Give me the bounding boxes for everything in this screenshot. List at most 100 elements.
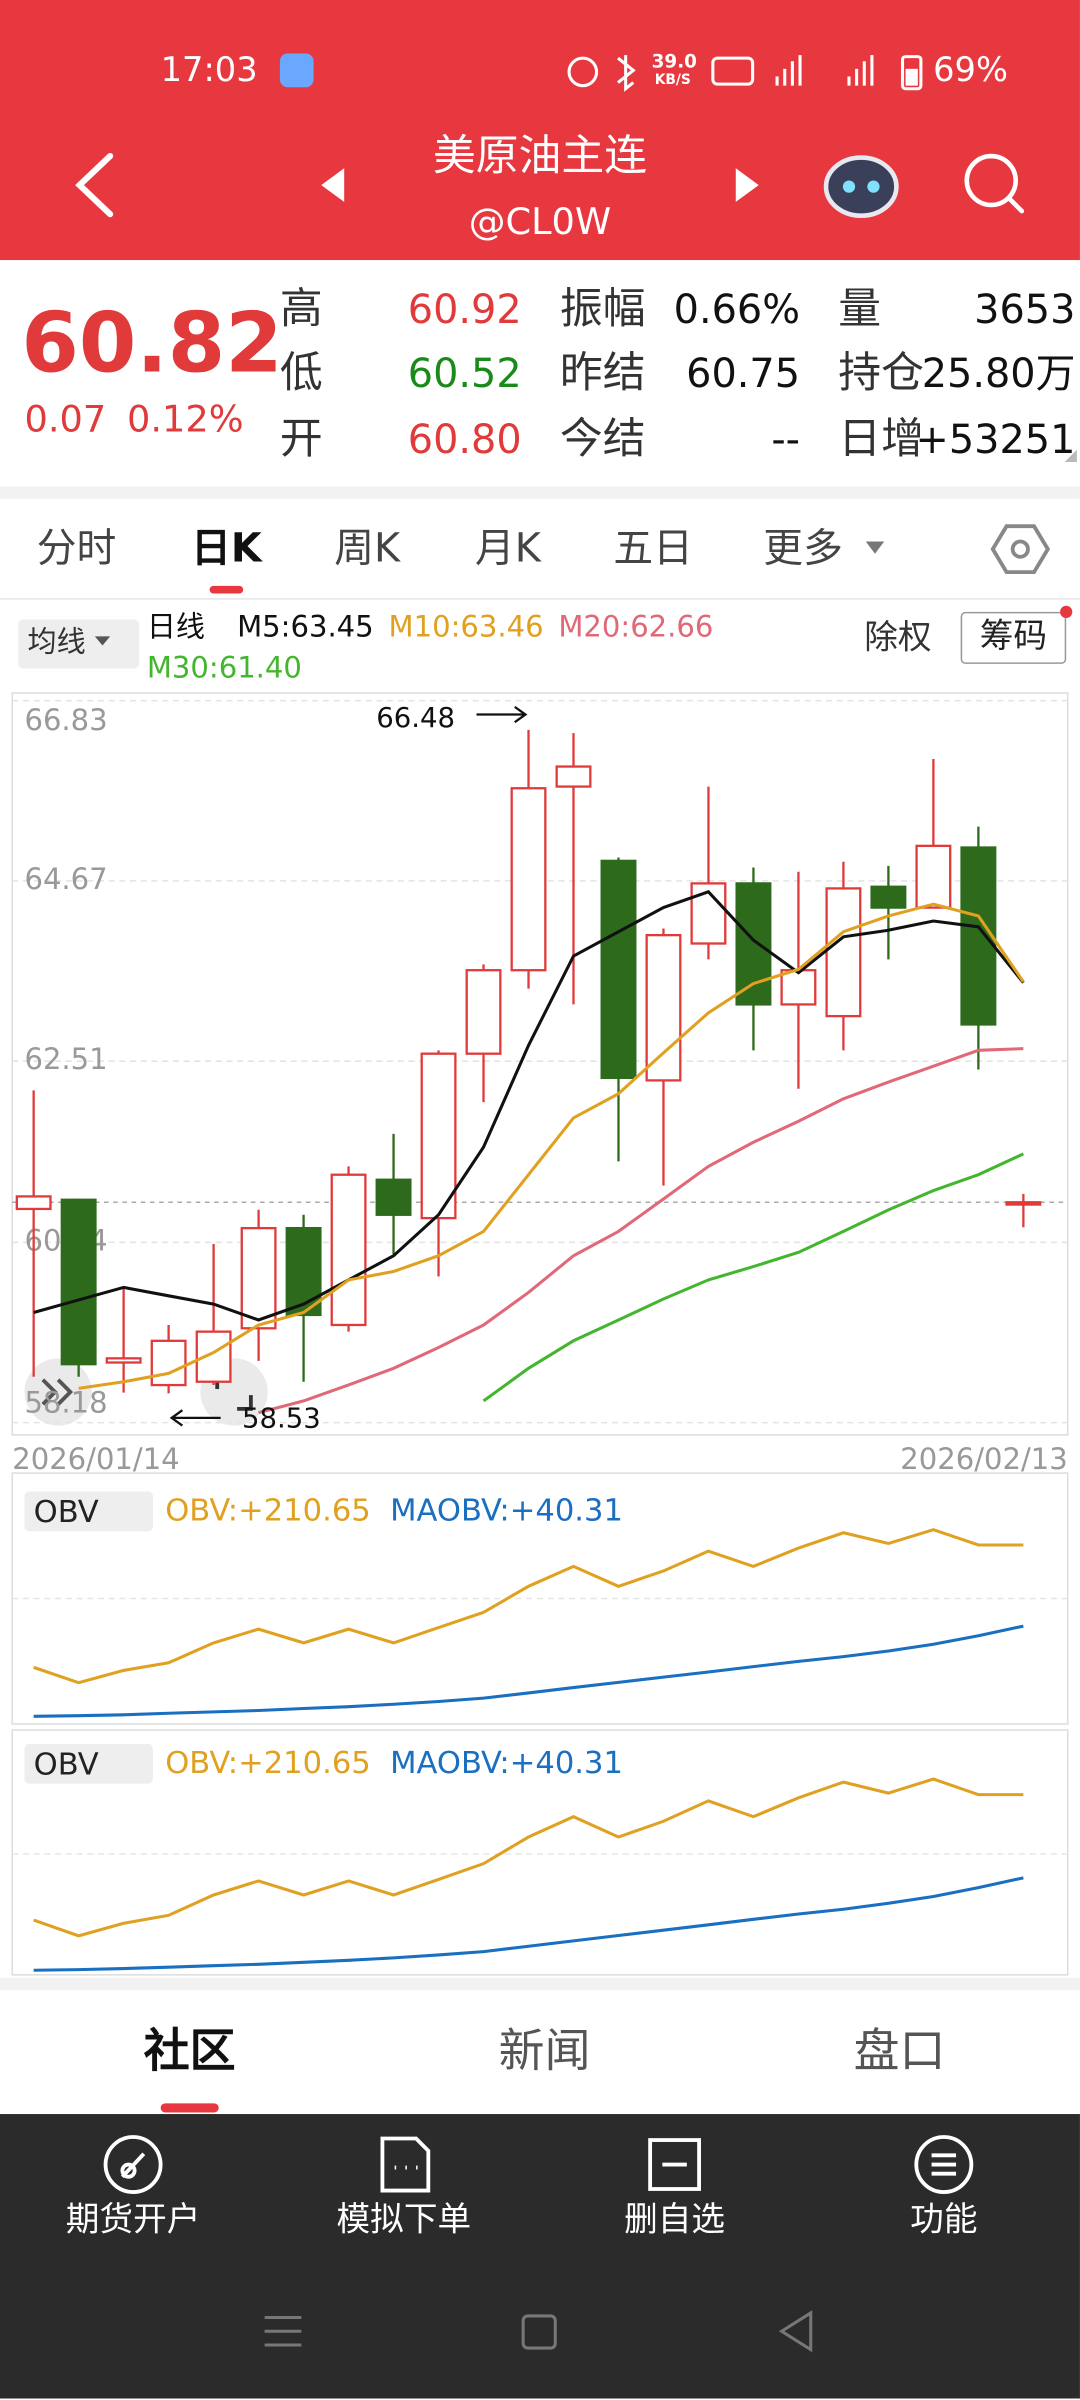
candle-body: [915, 844, 952, 909]
toolbar-bg: [0, 2114, 1080, 2399]
tab[interactable]: 五日: [613, 526, 693, 573]
header-code: @CL0W: [468, 200, 612, 244]
separator: [0, 598, 1080, 600]
ma-line: [482, 1152, 1025, 1403]
y-tick-label: 58.18: [24, 1385, 107, 1419]
quote-value: 60.75: [686, 351, 801, 398]
toolbar-label[interactable]: 功能: [910, 2201, 978, 2240]
candle-body: [465, 969, 502, 1055]
quote-value: 60.92: [407, 287, 522, 334]
quote-label: 今结: [559, 413, 646, 464]
separator: [0, 486, 1080, 499]
toolbar-label[interactable]: 模拟下单: [336, 2201, 472, 2240]
quote-label: 昨结: [559, 347, 646, 398]
candle-body: [555, 765, 592, 788]
tab-indicator: [209, 585, 244, 594]
quote-label: 日增: [838, 413, 924, 464]
candle-body: [420, 1052, 457, 1220]
indicator-legend: MAOBV:+40.31: [390, 1491, 623, 1529]
quote-price: 60.82: [21, 295, 283, 392]
toolbar-icons: [103, 2135, 974, 2194]
y-tick-label: 62.51: [24, 1042, 107, 1076]
separator: [0, 1977, 1080, 1991]
candle-body: [645, 934, 682, 1082]
y-tick-label: 66.83: [24, 703, 107, 737]
quote-change: 0.07: [24, 397, 107, 441]
candle-body: [150, 1339, 187, 1387]
tab[interactable]: 月K: [474, 526, 541, 573]
status-speed: 39.0: [651, 50, 697, 72]
quote-label: 持仓: [838, 347, 924, 398]
bottom-tab[interactable]: 社区: [143, 2025, 236, 2079]
toolbar-label[interactable]: 期货开户: [65, 2201, 201, 2240]
low-arrow: [169, 1409, 221, 1427]
indicator-line: [33, 1528, 1024, 1685]
quote-label: 量: [838, 282, 882, 334]
candle-body: [240, 1226, 277, 1330]
tab[interactable]: 周K: [334, 526, 401, 573]
settings-icon[interactable]: [990, 524, 1051, 575]
quote-label: 振幅: [559, 282, 646, 334]
x-tick-label: 2026/02/13: [900, 1442, 1067, 1476]
status-speed-unit: KB/S: [654, 73, 691, 89]
status-icons: [279, 53, 923, 92]
candle-body: [60, 1198, 97, 1366]
indicator-selector[interactable]: OBV: [24, 1491, 153, 1532]
quote-value: --: [771, 417, 801, 464]
tab[interactable]: 分时: [36, 526, 117, 573]
chart-frame: [11, 692, 1069, 1436]
ma-line: [78, 902, 1025, 1390]
ma-legend: M20:62.66: [558, 610, 714, 645]
candle-body: [375, 1178, 412, 1216]
quote-value: 3653: [974, 287, 1076, 334]
chart-buttons[interactable]: [24, 1358, 268, 1426]
indicator-selector[interactable]: OBV: [24, 1743, 153, 1784]
candle-body: [105, 1357, 142, 1364]
quote-value: +53251: [915, 417, 1076, 464]
tab[interactable]: 更多: [763, 526, 843, 573]
quote-label: 高: [279, 282, 323, 334]
candle-body: [870, 885, 907, 909]
quote-value: 0.66%: [673, 287, 801, 334]
chips-button[interactable]: 筹码: [960, 611, 1067, 664]
quote-value: 25.80万: [921, 351, 1076, 398]
indicator-frame: [11, 1729, 1069, 1976]
quote-label: 低: [279, 347, 323, 398]
candle-body: [825, 887, 862, 1018]
ma-legend: M30:61.40: [146, 651, 302, 686]
indicator-line: [33, 1777, 1024, 1938]
notify-dot: [1060, 605, 1073, 618]
quote-value: 60.52: [407, 351, 522, 398]
bottom-tab[interactable]: 新闻: [498, 2025, 591, 2079]
header-icons: [75, 152, 1025, 218]
tab[interactable]: 日K: [191, 526, 262, 573]
ma-selector[interactable]: 均线: [18, 619, 140, 669]
quote-change-pct: 0.12%: [126, 397, 244, 441]
header-title: 美原油主连: [432, 130, 648, 181]
candle-body: [285, 1226, 322, 1317]
candle-body: [735, 882, 772, 1006]
exright-button[interactable]: 除权: [864, 619, 932, 658]
indicator-legend: OBV:+210.65: [165, 1491, 371, 1529]
ma-line: [33, 890, 1025, 1322]
x-tick-label: 2026/01/14: [12, 1442, 179, 1476]
status-time: 17:03: [160, 52, 258, 91]
ma-period: 日线: [146, 610, 206, 645]
nav-bar: [264, 2310, 813, 2353]
red-header: [0, 0, 1080, 261]
dropdown-arrow: [865, 541, 885, 554]
low-annotation: 58.53: [242, 1402, 321, 1434]
y-tick-label: 64.67: [24, 862, 107, 896]
candle-body: [1005, 1201, 1042, 1206]
candle-body: [960, 846, 997, 1026]
candle-body: [780, 969, 817, 1006]
dropdown-arrow: [94, 636, 111, 646]
indicator-legend: MAOBV:+40.31: [390, 1743, 623, 1781]
bottom-tab[interactable]: 盘口: [853, 2025, 946, 2079]
ma-legend: M10:63.46: [388, 610, 544, 645]
indicator-line: [33, 1876, 1024, 1972]
status-battery: 69%: [933, 52, 1008, 91]
toolbar-label[interactable]: 删自选: [624, 2201, 726, 2240]
candle-body: [510, 787, 547, 972]
